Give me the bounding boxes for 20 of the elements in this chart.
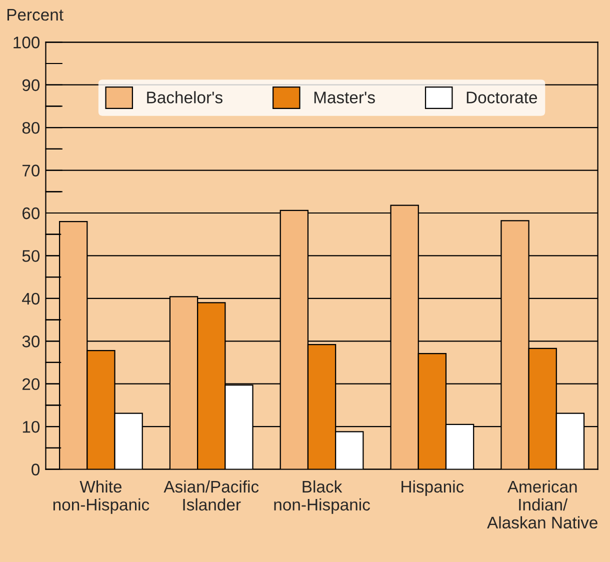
x-tick-label: Hispanic <box>402 480 464 496</box>
y-tick-label: 40 <box>22 292 40 305</box>
y-tick-label: 10 <box>22 420 40 433</box>
y-axis-title: Percent <box>7 9 64 21</box>
legend-label: Master's <box>314 92 375 104</box>
y-tick-label: 60 <box>22 207 40 220</box>
x-tick-label: American Indian/ Alaskan Native <box>487 480 598 529</box>
y-tick-label: 50 <box>22 250 40 262</box>
x-tick-label: Asian/Pacific Islander <box>164 480 259 511</box>
x-tick-label: White non-Hispanic <box>53 480 150 514</box>
x-tick-label: Black non-Hispanic <box>274 480 370 514</box>
y-tick-label: 0 <box>32 464 40 476</box>
y-tick-label: 90 <box>22 79 40 92</box>
y-tick-label: 80 <box>22 122 40 134</box>
y-tick-label: 30 <box>22 336 40 348</box>
legend-label: Bachelor's <box>147 91 222 104</box>
y-tick-label: 20 <box>22 378 40 390</box>
y-tick-label: 100 <box>14 36 40 48</box>
legend-label: Doctorate <box>466 92 538 104</box>
y-tick-label: 70 <box>22 164 40 176</box>
